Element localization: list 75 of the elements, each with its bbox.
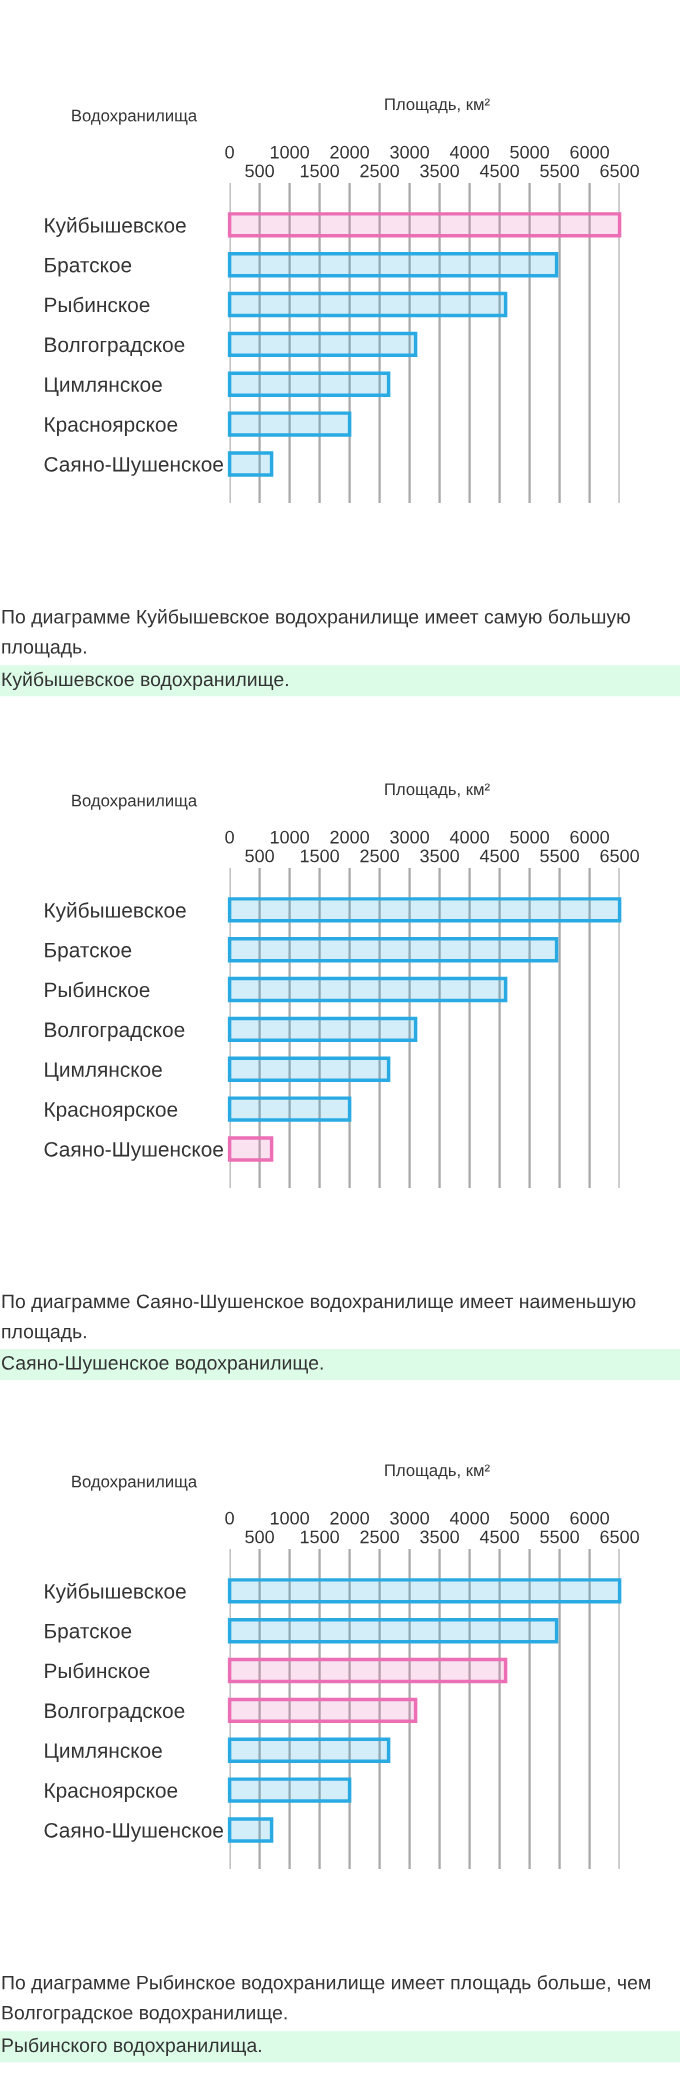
x-tick-label: 3500 bbox=[420, 1530, 459, 1544]
x-tick-label: 500 bbox=[245, 164, 274, 178]
x-axis-title: Площадь, км² bbox=[385, 1464, 490, 1480]
y-tick-label: Волгоградское bbox=[45, 1022, 185, 1042]
y-tick-label: Красноярское bbox=[45, 1102, 178, 1121]
x-tick-label: 1500 bbox=[300, 164, 339, 178]
x2-tick-label: 0 bbox=[225, 1511, 234, 1525]
y-axis-title: Водохранилища bbox=[72, 794, 198, 810]
x2-tick-label: 0 bbox=[225, 830, 234, 844]
x-tick-label: 6500 bbox=[600, 1530, 639, 1544]
x-tick-label: 500 bbox=[245, 1530, 274, 1544]
y-tick-label: Саяно-Шушенское bbox=[44, 1141, 223, 1161]
x2-tick-label: 5000 bbox=[510, 1511, 549, 1525]
x-tick-label: 4500 bbox=[479, 164, 519, 178]
y-tick-label: Куйбышевское bbox=[45, 1583, 186, 1603]
y-tick-label: Братское bbox=[45, 942, 132, 962]
x2-tick-label: 0 bbox=[225, 145, 234, 159]
x-tick-label: 5500 bbox=[540, 1530, 579, 1544]
x-tick-label: 4500 bbox=[479, 849, 519, 863]
text: По диаграмме Рыбинское водохранилище имеет площадь больше, чем Волгоградское водохранилище. bbox=[2, 1975, 650, 2024]
x2-tick-label: 2000 bbox=[330, 1511, 369, 1525]
text: Саяно-Шушенское водохранилище. bbox=[1, 1356, 323, 1374]
x2-tick-label: 2000 bbox=[330, 830, 369, 844]
x-axis-title: Площадь, км² bbox=[385, 783, 490, 799]
x2-tick-label: 3000 bbox=[390, 145, 429, 159]
x-axis-title: Площадь, км² bbox=[385, 98, 490, 114]
y-tick-label: Цимлянское bbox=[45, 377, 162, 396]
y-tick-label: Рыбинское bbox=[45, 296, 150, 313]
x2-tick-label: 5000 bbox=[510, 830, 549, 844]
x-tick-label: 3500 bbox=[420, 164, 459, 178]
y-tick-label: Цимлянское bbox=[45, 1062, 162, 1081]
y-tick-label: Волгоградское bbox=[45, 337, 185, 357]
y-axis-title: Водохранилища bbox=[72, 109, 198, 125]
y-tick-label: Красноярское bbox=[45, 1783, 178, 1802]
x2-tick-label: 2000 bbox=[330, 145, 369, 159]
y-tick-label: Цимлянское bbox=[45, 1743, 162, 1762]
text: Куйбышевское водохранилище. bbox=[2, 671, 288, 691]
x2-tick-label: 1000 bbox=[270, 830, 309, 844]
x2-tick-label: 1000 bbox=[270, 1511, 309, 1525]
x-tick-label: 2500 bbox=[360, 164, 399, 178]
y-tick-label: Рыбинское bbox=[45, 1662, 150, 1679]
text: По диаграмме Куйбышевское водохранилище имеет самую большую площадь. bbox=[2, 609, 630, 658]
x2-tick-label: 6000 bbox=[570, 1511, 609, 1525]
x-tick-label: 6500 bbox=[600, 849, 639, 863]
x2-tick-label: 3000 bbox=[390, 830, 429, 844]
x2-tick-label: 4000 bbox=[449, 1511, 489, 1525]
y-axis-title: Водохранилища bbox=[72, 1475, 198, 1491]
y-tick-label: Братское bbox=[45, 1623, 132, 1643]
x2-tick-label: 4000 bbox=[449, 830, 489, 844]
y-tick-label: Саяно-Шушенское bbox=[44, 456, 223, 476]
x-tick-label: 1500 bbox=[300, 1530, 339, 1544]
y-tick-label: Куйбышевское bbox=[45, 902, 186, 922]
x2-tick-label: 1000 bbox=[270, 145, 309, 159]
x2-tick-label: 6000 bbox=[570, 145, 609, 159]
y-tick-label: Красноярское bbox=[45, 417, 178, 436]
x2-tick-label: 5000 bbox=[510, 145, 549, 159]
x-tick-label: 6500 bbox=[600, 164, 639, 178]
x-tick-label: 2500 bbox=[360, 1530, 399, 1544]
x-tick-label: 500 bbox=[245, 849, 274, 863]
x-tick-label: 4500 bbox=[479, 1530, 519, 1544]
text: Рыбинского водохранилища. bbox=[2, 2037, 261, 2057]
x-tick-label: 3500 bbox=[420, 849, 459, 863]
text: По диаграмме Саяно-Шушенское водохранилище имеет наименьшую площадь. bbox=[2, 1294, 636, 1343]
y-tick-label: Куйбышевское bbox=[45, 217, 186, 237]
y-tick-label: Рыбинское bbox=[45, 981, 150, 998]
x-tick-label: 2500 bbox=[360, 849, 399, 863]
y-tick-label: Саяно-Шушенское bbox=[44, 1822, 223, 1842]
x-tick-label: 1500 bbox=[300, 849, 339, 863]
x2-tick-label: 6000 bbox=[570, 830, 609, 844]
y-tick-label: Братское bbox=[45, 257, 132, 277]
x-tick-label: 5500 bbox=[540, 849, 579, 863]
x-tick-label: 5500 bbox=[540, 164, 579, 178]
x2-tick-label: 3000 bbox=[390, 1511, 429, 1525]
x2-tick-label: 4000 bbox=[449, 145, 489, 159]
y-tick-label: Волгоградское bbox=[45, 1703, 185, 1723]
